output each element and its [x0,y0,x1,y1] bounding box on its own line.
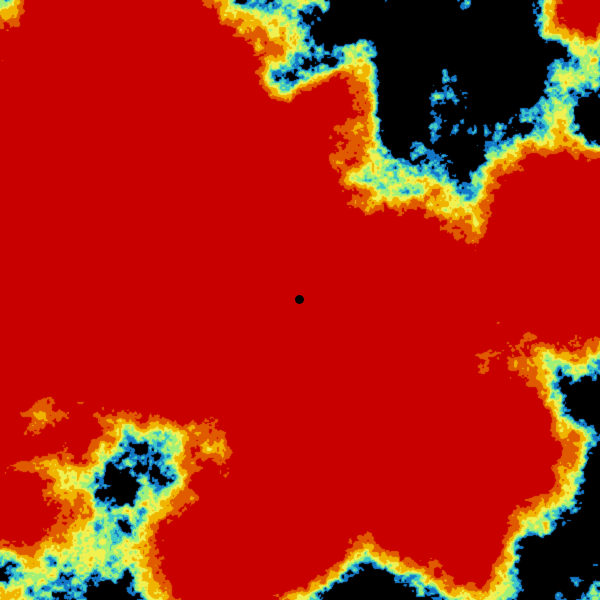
radar-site-marker [295,295,304,304]
